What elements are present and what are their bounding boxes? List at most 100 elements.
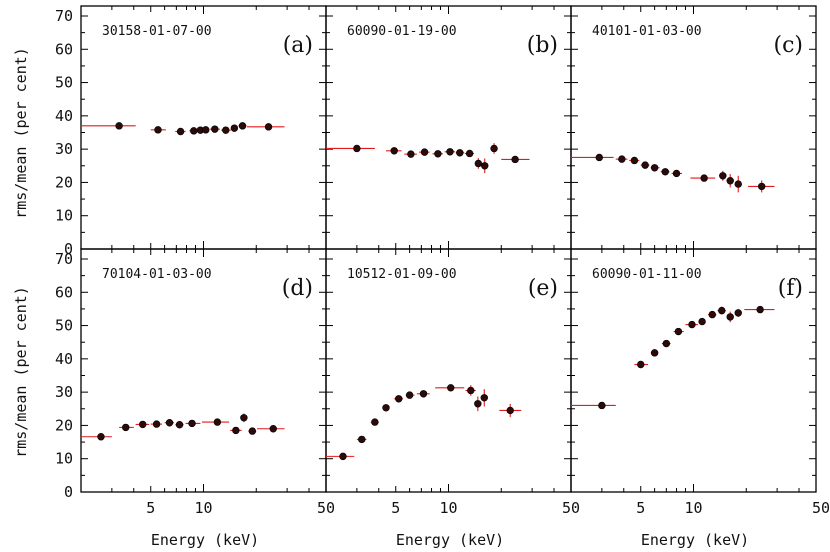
data-point [717,306,726,315]
data-point [416,390,430,398]
data-point [726,174,734,188]
panel-a: 10 20 30 40 50 60 70 0 30158-01-07-00 (a) [55,5,327,258]
x-axis-label-col1: Energy (keV) [151,531,259,549]
data-point [382,404,390,412]
data-marker [446,148,454,156]
data-point [490,143,498,154]
data-marker [395,395,403,403]
x-tick-label: 5 [636,499,645,517]
panel-letter: (a) [283,33,313,58]
axes-text-group: rms/mean (per cent) rms/mean (per cent) … [12,47,749,549]
data-point [221,126,231,134]
data-point [386,147,402,155]
data-point [81,122,136,130]
data-point [615,155,628,163]
panel-obsid: 70104-01-03-00 [102,267,212,282]
y-tick-label: 0 [64,240,73,258]
data-point [135,420,150,429]
data-point [419,148,430,156]
data-point [230,124,239,132]
data-point [650,164,660,172]
panel-obsid: 40101-01-03-00 [592,24,702,39]
data-marker [708,310,716,319]
data-point [150,126,166,134]
data-marker [139,420,147,429]
data-marker [269,425,277,433]
data-point [501,155,530,164]
data-marker [175,421,184,429]
data-marker [718,306,726,315]
y-tick-label: 30 [55,383,73,401]
data-marker [456,149,464,157]
data-point [734,175,742,193]
y-tick-label: 70 [55,250,73,268]
data-point [685,320,698,329]
panel-f: 5 10 50 60090-01-11-00 (f) [570,248,830,517]
data-marker [490,144,498,153]
data-marker [700,174,708,182]
data-marker [390,147,398,155]
data-point [464,149,475,158]
data-marker [637,360,645,369]
data-marker [434,150,442,158]
data-marker [154,126,162,134]
panel-b: 60090-01-19-00 (b) [325,5,572,250]
data-point [660,168,670,176]
data-point [240,413,248,423]
panel-obsid: 60090-01-19-00 [347,24,457,39]
data-marker [371,418,379,426]
data-marker [756,305,764,314]
data-point [81,433,112,441]
data-marker [188,419,196,428]
data-point [629,156,640,165]
data-point [673,327,684,336]
data-marker [353,144,361,153]
panels-group: 10203040506070030158-01-07-00(a)60090-01… [55,5,830,517]
data-marker [661,168,669,176]
y-tick-label: 20 [55,416,73,434]
data-point [474,396,482,412]
x-tick-label: 10 [439,499,457,517]
data-marker [630,156,639,165]
data-marker [165,419,174,427]
data-point [698,317,706,326]
y-tick-label: 0 [64,483,73,501]
data-marker [595,153,603,162]
y-tick-label: 40 [55,107,73,125]
panel-obsid: 30158-01-07-00 [102,24,212,39]
panel-d: 0 10 20 30 40 50 60 70 5 10 50 70104-01-03-00 (d) [55,248,335,517]
y-tick-label: 10 [55,450,73,468]
y-axis-label-top: rms/mean (per cent) [12,47,30,219]
data-marker [726,313,734,321]
data-point [726,311,734,323]
data-point [640,161,650,169]
data-point [499,403,522,418]
data-marker [650,349,659,357]
data-marker [202,126,210,134]
x-tick-label: 50 [812,499,830,517]
data-marker [719,172,727,180]
y-tick-label: 50 [55,317,73,335]
data-marker [97,433,105,441]
data-point [238,122,247,130]
y-tick-label: 40 [55,350,73,368]
data-marker [230,124,239,132]
data-marker [190,127,198,135]
data-point [164,419,175,427]
data-marker [465,149,474,158]
data-point [661,339,671,348]
data-point [634,360,648,369]
y-tick-label: 20 [55,173,73,191]
data-marker [688,320,696,329]
data-marker [618,155,626,163]
data-marker [240,414,248,422]
data-marker [480,394,488,402]
data-marker [405,391,414,399]
x-tick-label: 5 [146,499,155,517]
data-marker [447,384,455,392]
y-tick-label: 60 [55,40,73,58]
data-marker [213,418,222,426]
x-tick-label: 50 [317,499,335,517]
data-point [257,425,285,433]
